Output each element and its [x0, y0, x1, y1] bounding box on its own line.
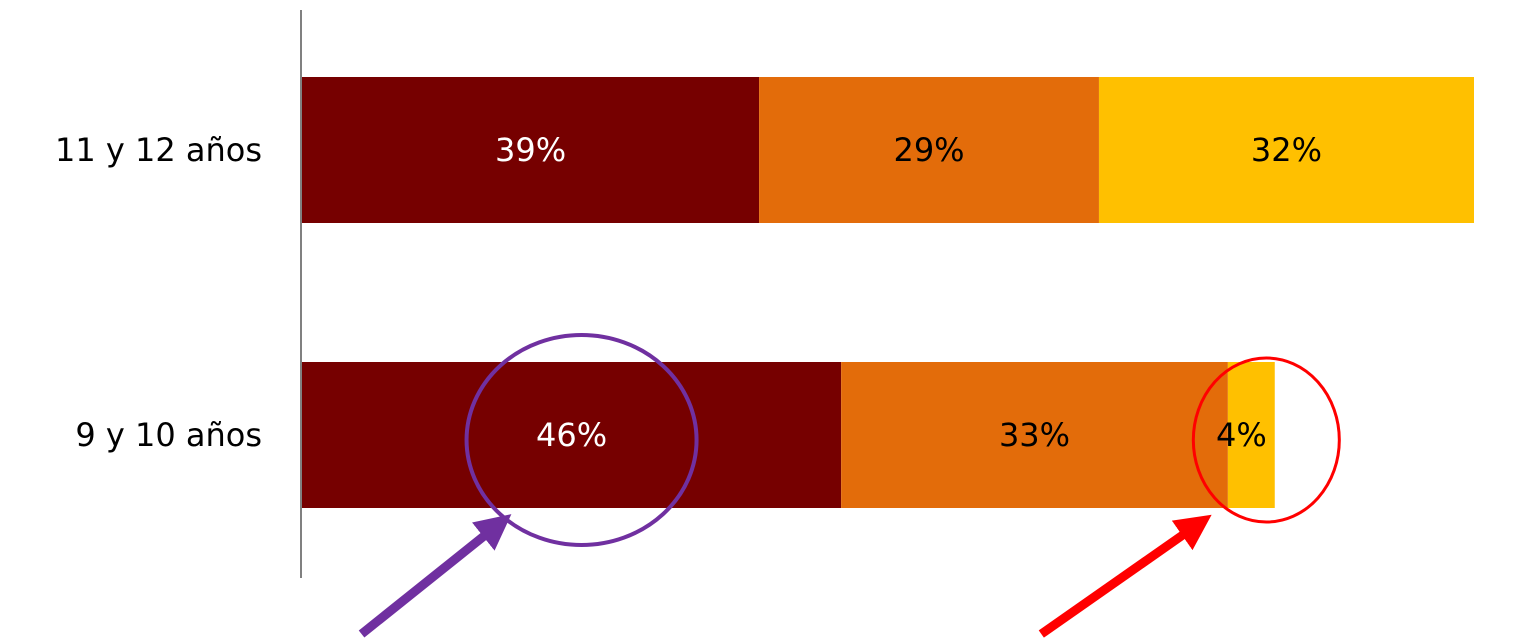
data-label: 29%	[893, 131, 964, 169]
category-label: 11 y 12 años	[55, 131, 262, 169]
data-label: 4%	[1216, 416, 1267, 454]
data-label: 46%	[536, 416, 607, 454]
data-label: 33%	[999, 416, 1070, 454]
category-label: 9 y 10 años	[75, 416, 262, 454]
purple-arrow	[362, 522, 502, 634]
data-label: 39%	[495, 131, 566, 169]
red-arrow	[1041, 522, 1201, 634]
data-label: 32%	[1251, 131, 1322, 169]
